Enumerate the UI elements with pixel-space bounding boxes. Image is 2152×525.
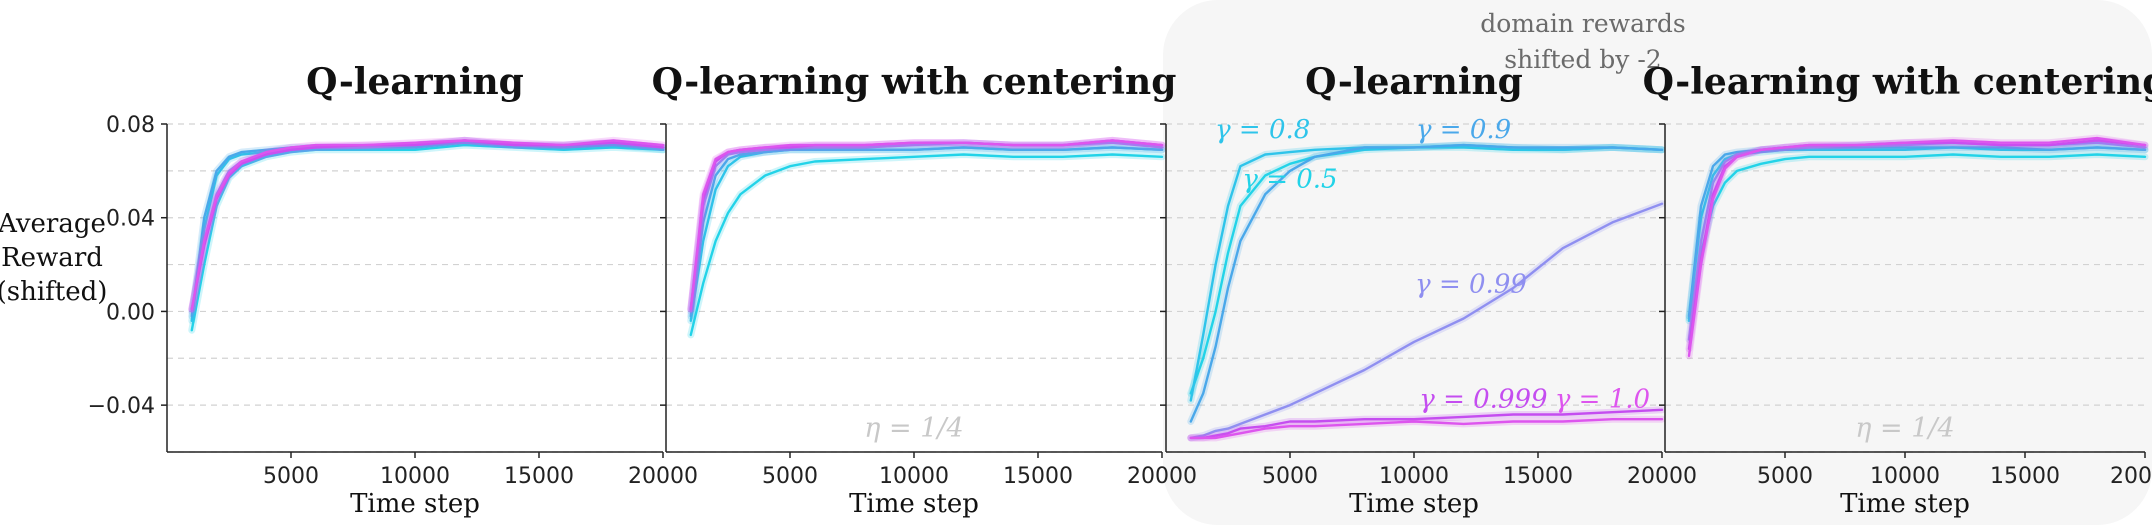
annotation-line-2: shifted by -2: [1504, 45, 1661, 74]
x-tick-label: 20000: [1127, 464, 1197, 489]
series-band-0-5: [687, 151, 1166, 339]
y-tick-label: 0.04: [106, 207, 155, 232]
series-line-0-5: [190, 143, 665, 332]
series-band-0-8: [687, 143, 1166, 325]
highlight-region: [1163, 0, 2152, 525]
x-tick-label: 15000: [1990, 464, 2060, 489]
y-axis-label-line-1: Average: [0, 209, 106, 239]
series-line-0-8: [190, 141, 665, 322]
series-line-0-9: [190, 141, 665, 318]
panel-q-learning: Q-learning −0.04 0.00 0.04 0.08 5000 10000 1500…: [88, 61, 698, 519]
eta-label: η = 1/4: [864, 413, 963, 444]
x-tick-label: 20000: [1627, 464, 1697, 489]
series-line-0-999: [689, 139, 1164, 311]
series-annotation-1-0: γ = 1.0: [1555, 384, 1650, 414]
series-band-1-0: [188, 136, 667, 313]
x-tick-label: 10000: [879, 464, 949, 489]
series-line-0-9: [689, 146, 1164, 318]
series-line-0-9: [1189, 143, 1664, 423]
x-axis-label: Time step: [1840, 489, 1970, 519]
y-tick-label: 0.08: [106, 113, 155, 138]
chart-title: Q-learning: [306, 61, 524, 103]
chart-title: Q-learning: [1305, 61, 1523, 103]
series-band-0-8: [188, 139, 667, 325]
y-axis-label-line-2: Reward: [1, 243, 103, 273]
x-tick-label: 5000: [1262, 464, 1318, 489]
x-tick-label: 10000: [380, 464, 450, 489]
series-annotation-0-8: γ = 0.8: [1215, 115, 1310, 145]
series-annotation-0-99: γ = 0.99: [1415, 270, 1527, 300]
panel-q-learning-centering-shifted: Q-learning with centering 5000 10000 15000 2…: [1643, 61, 2152, 519]
series-band-0-99: [188, 136, 667, 315]
series-line-0-99: [689, 141, 1164, 313]
y-axis-label-line-3: (shifted): [0, 277, 107, 307]
x-axis-label: Time step: [350, 489, 480, 519]
series-line-0-999: [190, 139, 665, 311]
x-tick-label: 15000: [504, 464, 574, 489]
y-tick-label: −0.04: [88, 394, 155, 419]
x-tick-label: 15000: [1003, 464, 1073, 489]
eta-label: η = 1/4: [1855, 413, 1954, 444]
series-band-0-999: [188, 136, 667, 313]
series-line-1-0: [190, 139, 665, 311]
series-line-1-0: [1189, 418, 1664, 440]
series-line-0-99: [1189, 202, 1664, 440]
x-tick-label: 10000: [1379, 464, 1449, 489]
series-band-0-5: [188, 141, 667, 334]
series-annotation-0-999: γ = 0.999: [1419, 384, 1547, 414]
x-tick-label: 20000: [2110, 464, 2152, 489]
series-line-1-0: [1687, 136, 2147, 358]
chart-title: Q-learning with centering: [1643, 61, 2152, 103]
panel-q-learning-centering: Q-learning with centering 5000 10000 15000 2…: [652, 61, 1197, 519]
series-line-1-0: [689, 139, 1164, 311]
series-band-0-99: [687, 139, 1166, 315]
annotation-line-1: domain rewards: [1480, 9, 1686, 38]
x-tick-label: 15000: [1503, 464, 1573, 489]
series-band-0-999: [687, 136, 1166, 313]
x-tick-label: 10000: [1870, 464, 1940, 489]
series-line-0-5: [1687, 153, 2147, 322]
panel-q-learning-shifted: Q-learning 5000 10000 15000 20000 Time step γ …: [1160, 61, 1697, 519]
series-band-0-9: [188, 139, 667, 320]
series-line-0-999: [1189, 408, 1664, 440]
x-tick-label: 5000: [1757, 464, 1813, 489]
series-annotation-0-9: γ = 0.9: [1416, 115, 1511, 145]
series-band-0-9: [687, 143, 1166, 320]
series-line-0-5: [689, 153, 1164, 337]
y-tick-label: 0.00: [106, 300, 155, 325]
chart-title: Q-learning with centering: [652, 61, 1177, 103]
x-tick-label: 5000: [263, 464, 319, 489]
x-axis-label: Time step: [1349, 489, 1479, 519]
series-line-0-99: [190, 139, 665, 313]
series-line-0-8: [689, 146, 1164, 322]
series-band-1-0: [687, 136, 1166, 313]
x-tick-label: 20000: [628, 464, 698, 489]
x-axis-label: Time step: [849, 489, 979, 519]
series-annotation-0-5: γ = 0.5: [1242, 164, 1337, 194]
series-line-0-8: [1189, 143, 1664, 402]
x-tick-label: 5000: [762, 464, 818, 489]
